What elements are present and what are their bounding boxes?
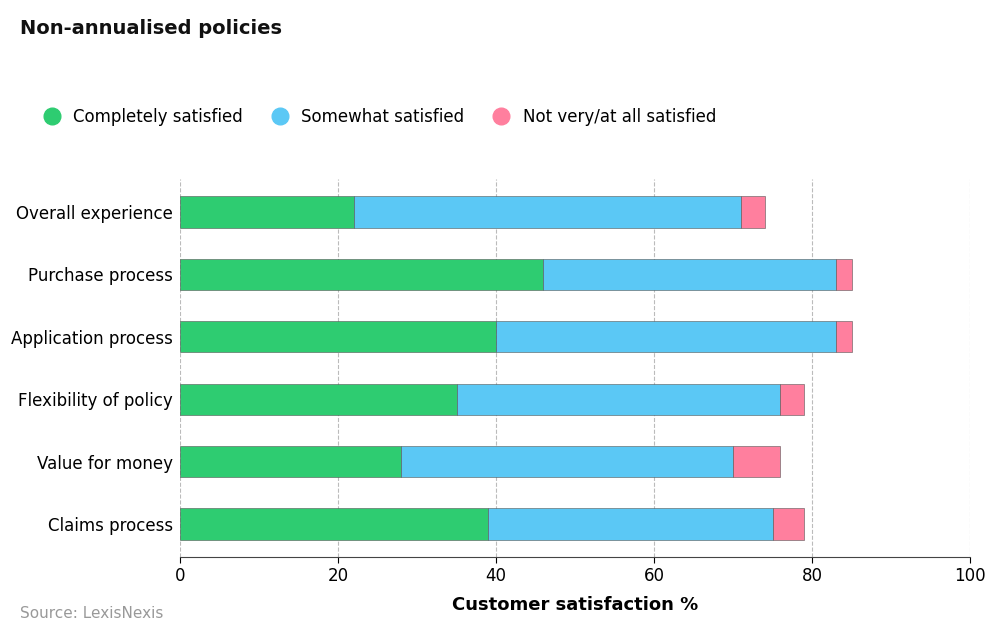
Bar xyxy=(180,321,496,353)
Bar xyxy=(180,446,401,477)
Bar xyxy=(543,259,836,290)
Bar xyxy=(456,383,780,415)
Legend: Completely satisfied, Somewhat satisfied, Not very/at all satisfied: Completely satisfied, Somewhat satisfied… xyxy=(28,101,723,132)
Text: Non-annualised policies: Non-annualised policies xyxy=(20,19,282,38)
Bar xyxy=(180,383,456,415)
Text: Source: LexisNexis: Source: LexisNexis xyxy=(20,606,163,621)
Bar xyxy=(488,508,772,540)
Bar xyxy=(180,508,488,540)
Bar xyxy=(772,508,804,540)
Bar xyxy=(180,196,354,228)
Bar xyxy=(836,321,852,353)
Bar xyxy=(741,196,765,228)
Bar xyxy=(354,196,741,228)
Bar xyxy=(496,321,836,353)
Bar xyxy=(733,446,780,477)
Bar xyxy=(180,259,543,290)
X-axis label: Customer satisfaction %: Customer satisfaction % xyxy=(452,596,698,614)
Bar xyxy=(401,446,733,477)
Bar xyxy=(836,259,852,290)
Bar xyxy=(780,383,804,415)
